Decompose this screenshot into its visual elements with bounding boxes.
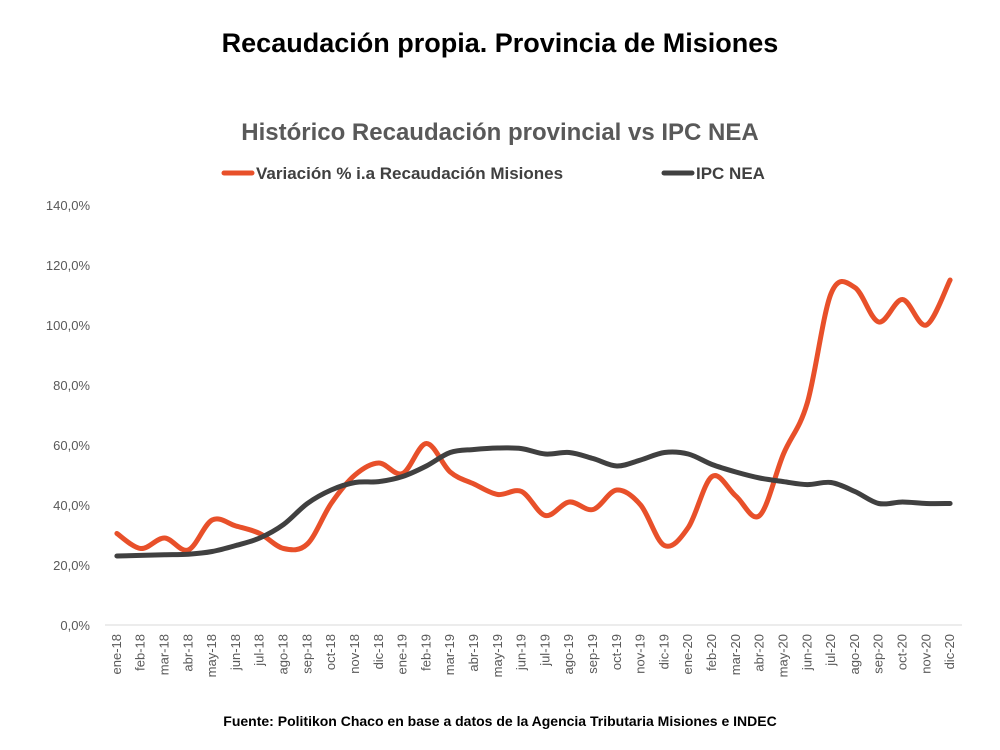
x-tick-label: sep-19 xyxy=(585,634,600,674)
x-tick-label: sep-18 xyxy=(299,634,314,674)
x-tick-label: nov-19 xyxy=(633,634,648,674)
x-tick-label: jul-19 xyxy=(537,634,552,667)
x-tick-label: jun-20 xyxy=(799,634,814,671)
x-tick-label: jul-18 xyxy=(252,634,267,667)
x-tick-label: sep-20 xyxy=(871,634,886,674)
x-tick-label: oct-18 xyxy=(323,634,338,670)
x-tick-label: mar-19 xyxy=(442,634,457,675)
x-tick-label: dic-18 xyxy=(371,634,386,669)
chart-title: Histórico Recaudación provincial vs IPC … xyxy=(241,119,758,146)
x-tick-label: nov-18 xyxy=(347,634,362,674)
x-tick-label: dic-19 xyxy=(656,634,671,669)
source-note: Fuente: Politikon Chaco en base a datos … xyxy=(223,713,777,729)
x-tick-label: ene-20 xyxy=(680,634,695,674)
x-tick-label: jun-18 xyxy=(228,634,243,671)
x-tick-label: may-20 xyxy=(775,634,790,677)
y-tick-label: 20,0% xyxy=(53,558,90,573)
x-tick-label: nov-20 xyxy=(918,634,933,674)
series-line-0 xyxy=(114,277,953,553)
x-tick-label: abr-19 xyxy=(466,634,481,672)
x-tick-label: abr-18 xyxy=(180,634,195,672)
x-tick-label: ago-19 xyxy=(561,634,576,674)
page-title: Recaudación propia. Provincia de Misione… xyxy=(221,28,779,58)
x-tick-label: feb-18 xyxy=(133,634,148,671)
series-line-1 xyxy=(114,445,953,559)
x-tick-label: feb-19 xyxy=(418,634,433,671)
x-tick-label: oct-20 xyxy=(894,634,909,670)
x-tick-label: ene-19 xyxy=(395,634,410,674)
y-axis: 0,0% 20,0% 40,0% 60,0% 80,0% 100,0% 120,0% 140,… xyxy=(46,198,91,633)
x-tick-label: oct-19 xyxy=(609,634,624,670)
x-tick-label: dic-20 xyxy=(942,634,957,669)
y-tick-label: 60,0% xyxy=(53,438,90,453)
x-axis: ene-18 feb-18 mar-18 abr-18 may-18 jun-18 jul-… xyxy=(109,634,957,677)
y-tick-label: 40,0% xyxy=(53,498,90,513)
chart-legend: Variación % i.a Recaudación Misiones IPC … xyxy=(221,164,765,183)
x-tick-label: ago-18 xyxy=(276,634,291,674)
y-tick-label: 80,0% xyxy=(53,378,90,393)
x-tick-label: jun-19 xyxy=(514,634,529,671)
legend-label: IPC NEA xyxy=(696,164,765,183)
x-tick-label: ene-18 xyxy=(109,634,124,674)
y-tick-label: 100,0% xyxy=(46,318,91,333)
x-tick-label: mar-20 xyxy=(728,634,743,675)
x-tick-label: ago-20 xyxy=(847,634,862,674)
x-tick-label: mar-18 xyxy=(157,634,172,675)
x-tick-label: feb-20 xyxy=(704,634,719,671)
y-tick-label: 140,0% xyxy=(46,198,91,213)
x-tick-label: abr-20 xyxy=(752,634,767,672)
y-tick-label: 0,0% xyxy=(60,618,90,633)
x-tick-label: jul-20 xyxy=(823,634,838,667)
y-tick-label: 120,0% xyxy=(46,258,91,273)
chart-series xyxy=(114,277,953,559)
x-tick-label: may-19 xyxy=(490,634,505,677)
x-tick-label: may-18 xyxy=(204,634,219,677)
legend-label: Variación % i.a Recaudación Misiones xyxy=(256,164,563,183)
